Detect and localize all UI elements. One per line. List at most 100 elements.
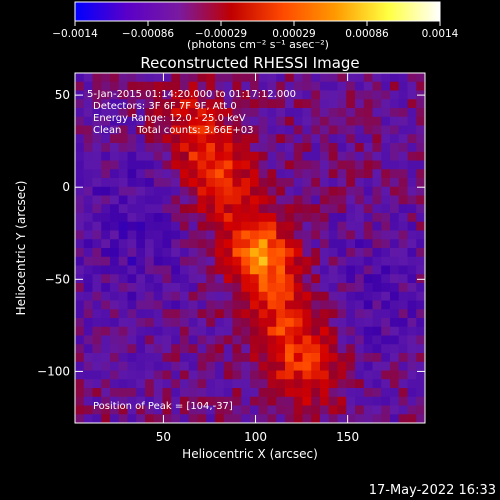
heatmap-cell	[363, 274, 374, 284]
heatmap-cell	[285, 248, 295, 258]
heatmap-cell	[416, 143, 425, 153]
heatmap-cell	[118, 239, 129, 249]
heatmap-cell	[276, 353, 286, 363]
heatmap-cell	[197, 344, 207, 354]
heatmap-cell	[145, 361, 155, 372]
heatmap-cell	[363, 379, 374, 389]
heatmap-cell	[407, 326, 417, 337]
heatmap-cell	[328, 283, 339, 293]
heatmap-cell	[83, 230, 94, 240]
heatmap-cell	[258, 274, 269, 284]
heatmap-cell	[206, 125, 216, 135]
heatmap-cell	[118, 230, 129, 240]
heatmap-cell	[188, 134, 199, 144]
heatmap-cell	[241, 151, 251, 162]
heatmap-cell	[171, 405, 181, 415]
heatmap-cell	[162, 125, 172, 135]
heatmap-cell	[398, 353, 409, 363]
heatmap-cell	[337, 90, 347, 100]
heatmap-cell	[145, 213, 155, 223]
heatmap-cell	[162, 274, 172, 284]
heatmap-cell	[127, 73, 137, 83]
heatmap-cell	[416, 186, 425, 197]
heatmap-cell	[118, 361, 129, 372]
heatmap-cell	[258, 335, 269, 345]
heatmap-cell	[162, 318, 172, 328]
heatmap-cell	[180, 300, 190, 310]
heatmap-cell	[407, 414, 417, 423]
heatmap-cell	[136, 178, 146, 188]
heatmap-cell	[363, 125, 374, 135]
heatmap-cell	[110, 125, 120, 135]
heatmap-cell	[118, 143, 129, 153]
heatmap-cell	[110, 221, 120, 232]
heatmap-cell	[416, 379, 425, 389]
heatmap-cell	[407, 248, 417, 258]
heatmap-cell	[258, 81, 269, 92]
heatmap-cell	[127, 405, 137, 415]
heatmap-cell	[302, 160, 312, 170]
heatmap-cell	[320, 405, 330, 415]
heatmap-cell	[258, 204, 269, 214]
heatmap-cell	[75, 186, 85, 197]
heatmap-cell	[258, 73, 269, 83]
heatmap-cell	[241, 370, 251, 380]
heatmap-cell	[390, 379, 400, 389]
heatmap-cell	[223, 335, 234, 345]
heatmap-cell	[188, 90, 199, 100]
heatmap-cell	[197, 221, 207, 232]
heatmap-cell	[276, 99, 286, 109]
heatmap-cell	[101, 274, 111, 284]
heatmap-cell	[346, 108, 356, 118]
heatmap-cell	[276, 186, 286, 197]
heatmap-cell	[171, 361, 181, 372]
heatmap-cell	[390, 361, 400, 372]
heatmap-cell	[363, 318, 374, 328]
heatmap-cell	[250, 186, 260, 197]
heatmap-cell	[267, 318, 277, 328]
heatmap-cell	[293, 73, 304, 83]
heatmap-cell	[75, 353, 85, 363]
heatmap-cell	[162, 116, 172, 127]
heatmap-cell	[110, 151, 120, 162]
heatmap-cell	[101, 108, 111, 118]
heatmap-cell	[320, 344, 330, 354]
heatmap-cell	[171, 283, 181, 293]
heatmap-cell	[311, 344, 321, 354]
heatmap-cell	[92, 178, 102, 188]
heatmap-cell	[188, 326, 199, 337]
heatmap-cell	[293, 239, 304, 249]
heatmap-cell	[180, 248, 190, 258]
heatmap-cell	[337, 353, 347, 363]
heatmap-cell	[416, 108, 425, 118]
heatmap-cell	[416, 414, 425, 423]
heatmap-cell	[75, 379, 85, 389]
heatmap-cell	[407, 353, 417, 363]
heatmap-cell	[302, 151, 312, 162]
heatmap-cell	[118, 151, 129, 162]
heatmap-cell	[390, 160, 400, 170]
heatmap-cell	[241, 90, 251, 100]
heatmap-cell	[293, 160, 304, 170]
heatmap-cell	[118, 90, 129, 100]
heatmap-cell	[346, 248, 356, 258]
heatmap-cell	[363, 186, 374, 197]
heatmap-cell	[398, 108, 409, 118]
heatmap-cell	[232, 414, 242, 423]
heatmap-cell	[337, 274, 347, 284]
heatmap-cell	[188, 318, 199, 328]
heatmap-cell	[302, 256, 312, 267]
heatmap-cell	[232, 248, 242, 258]
heatmap-cell	[101, 265, 111, 275]
heatmap-cell	[381, 405, 391, 415]
heatmap-cell	[258, 388, 269, 398]
heatmap-cell	[83, 90, 94, 100]
heatmap-cell	[320, 309, 330, 319]
heatmap-cell	[118, 186, 129, 197]
heatmap-cell	[258, 265, 269, 275]
heatmap-cell	[276, 195, 286, 205]
heatmap-cell	[75, 370, 85, 380]
heatmap-cell	[206, 204, 216, 214]
heatmap-cell	[355, 335, 365, 345]
heatmap-cell	[390, 291, 400, 302]
